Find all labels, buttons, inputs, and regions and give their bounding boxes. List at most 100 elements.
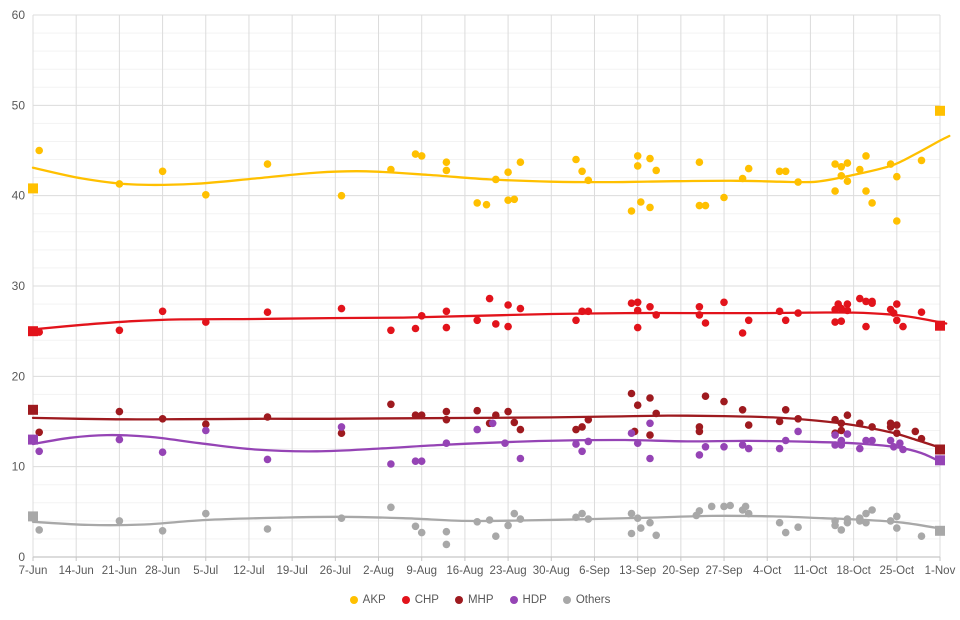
y-axis-label: 40 [12,189,26,203]
chp-election-result-marker [28,326,38,337]
others-poll-point [726,501,734,510]
chp-poll-point [646,303,654,311]
mhp-poll-point [202,420,210,429]
akp-poll-point [720,193,728,202]
hdp-poll-point [794,427,802,436]
chp-poll-point [633,298,642,307]
x-axis-label: 18-Oct [836,565,871,577]
mhp-poll-point [744,421,753,429]
akp-poll-point [695,158,704,166]
others-poll-point [831,521,839,530]
chp-poll-point [856,294,864,303]
mhp-poll-point [442,407,451,416]
x-axis-label: 1-Nov [925,565,956,577]
akp-poll-point [862,187,870,195]
akp-poll-point [862,152,870,160]
others-poll-point [35,526,43,534]
x-axis-label: 25-Oct [880,565,915,577]
akp-poll-point [646,203,654,212]
x-axis-label: 12-Jul [233,565,264,577]
akp-poll-point [868,199,876,207]
mhp-poll-point [843,411,852,420]
akp-poll-point [701,201,710,210]
chp-poll-point [442,307,451,316]
hdp-poll-point [473,425,482,434]
others-poll-point [868,506,876,514]
akp-poll-point [442,166,451,175]
others-poll-point [158,527,167,535]
chp-poll-point [899,322,907,331]
legend-marker-mhp [454,596,463,604]
chp-election-result-marker [935,320,945,331]
chp-poll-point [504,301,512,309]
akp-poll-point [263,160,272,168]
chp-poll-point [485,294,494,303]
akp-poll-point [504,168,512,176]
chp-poll-point [473,316,482,325]
mhp-poll-point [115,407,124,416]
x-axis-label: 4-Oct [753,565,782,577]
others-poll-point [652,531,660,540]
hdp-trend-line [31,433,945,465]
akp-poll-point [744,164,753,173]
akp-poll-point [637,198,645,206]
legend-label: CHP [414,594,439,606]
chp-poll-point [695,303,704,311]
x-axis-label: 2-Aug [363,565,394,577]
akp-trend-line [31,134,951,187]
chp-poll-point [862,297,870,306]
akp-election-result-marker [935,105,945,116]
chp-poll-point [837,317,846,326]
akp-poll-point [578,167,586,176]
hdp-poll-point [720,443,728,451]
hdp-poll-point [337,423,346,431]
legend-marker-others [562,596,571,604]
others-poll-point [263,525,272,533]
legend-label: HDP [522,594,547,606]
x-axis-label: 13-Sep [619,565,656,577]
akp-poll-point [572,155,580,164]
legend-item-hdp: HDP [509,594,547,606]
hdp-poll-point [35,447,43,456]
legend-label: MHP [467,594,494,606]
mhp-poll-point [473,406,482,415]
legend-item-chp: CHP [401,594,439,606]
hdp-poll-point [263,455,272,464]
hdp-poll-point [646,454,654,463]
hdp-poll-point [411,457,420,466]
akp-poll-point [473,199,482,207]
x-axis-label: 21-Jun [102,565,137,577]
chp-poll-point [504,322,512,331]
akp-poll-point [504,196,512,204]
others-poll-point [504,521,512,530]
x-axis-label: 7-Jun [19,565,48,577]
akp-poll-point [35,146,43,155]
akp-poll-point [627,207,636,215]
hdp-poll-point [831,431,839,439]
akp-poll-point [843,177,852,185]
others-poll-point [695,507,704,515]
akp-poll-point [695,201,704,210]
x-axis-label: 9-Aug [406,565,437,577]
akp-poll-point [781,167,790,176]
akp-poll-point [482,200,491,209]
legend-marker-akp [349,596,358,604]
hdp-poll-point [516,454,525,463]
mhp-poll-point [516,425,525,434]
hdp-poll-point [578,447,586,456]
others-poll-point [417,528,426,537]
chp-poll-point [917,308,926,317]
hdp-poll-point [862,436,870,445]
others-poll-point [837,526,846,534]
hdp-poll-point [488,419,497,428]
akp-poll-point [831,187,839,195]
chp-poll-point [843,300,852,308]
others-poll-point [646,518,654,527]
chp-poll-point [115,326,124,335]
x-axis-label: 28-Jun [145,565,180,577]
chp-poll-point [387,326,395,335]
akp-poll-point [856,165,864,174]
akp-poll-point [337,191,346,200]
akp-election-result-marker [28,183,38,194]
legend-marker-chp [401,596,410,604]
